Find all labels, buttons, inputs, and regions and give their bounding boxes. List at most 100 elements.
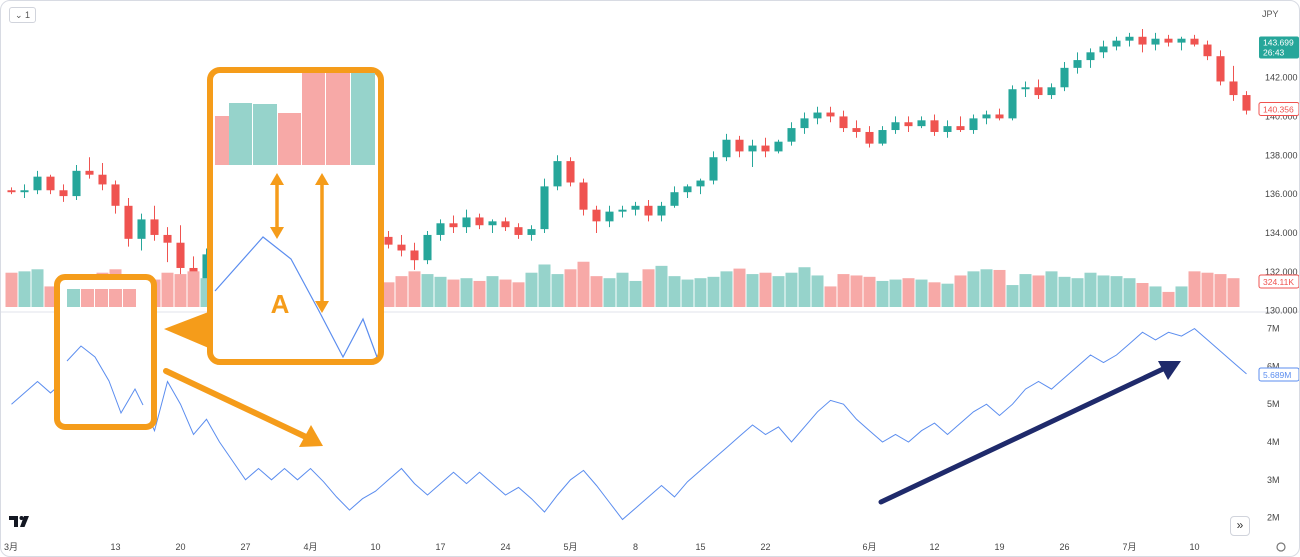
- volume-bar: [44, 286, 57, 307]
- downtrend-arrow: [163, 368, 309, 440]
- x-tick-label: 26: [1059, 542, 1069, 552]
- volume-bar: [564, 269, 577, 307]
- volume-bar: [1188, 271, 1201, 307]
- volume-bar: [499, 279, 512, 307]
- x-tick-label: 6月: [862, 542, 876, 552]
- volume-tag: [1258, 274, 1299, 289]
- zoom-volume-bar: [302, 73, 325, 166]
- candle-body: [618, 209, 627, 212]
- volume-bar: [889, 279, 902, 307]
- candle-body: [488, 221, 497, 226]
- candle-body: [943, 126, 952, 132]
- candle-body: [449, 223, 458, 228]
- candle-body: [59, 190, 68, 197]
- candle-body: [956, 126, 965, 131]
- candle-body: [527, 229, 536, 235]
- prev-price-tag: [1258, 102, 1299, 117]
- volume-bar: [863, 276, 876, 307]
- candle-body: [111, 184, 120, 206]
- volume-bar: [1032, 275, 1045, 307]
- candle-body: [774, 141, 783, 152]
- candle-body: [800, 118, 809, 129]
- annotations: A: [54, 67, 1181, 505]
- settings-icon[interactable]: [1276, 542, 1286, 552]
- candle-body: [20, 190, 29, 193]
- volume-bar: [707, 276, 720, 307]
- volume-bar: [1123, 278, 1136, 307]
- volume-bar: [798, 267, 811, 307]
- x-tick-label: 19: [994, 542, 1004, 552]
- volume-bar: [447, 279, 460, 307]
- candle-body: [644, 205, 653, 216]
- volume-bar: [850, 275, 863, 307]
- candle-body: [1229, 81, 1238, 96]
- candle-body: [657, 205, 666, 216]
- price-tick-label: 130.000: [1265, 306, 1298, 316]
- zoom-volume-bar: [278, 113, 301, 166]
- price-tick-label: 138.000: [1265, 150, 1298, 160]
- indicator-tick-label: 4M: [1267, 437, 1280, 447]
- candle-body: [787, 128, 796, 142]
- volume-bar: [486, 276, 499, 307]
- x-tick-label: 24: [500, 542, 510, 552]
- volume-bar: [746, 274, 759, 307]
- candle-body: [1138, 36, 1147, 45]
- volume-bar: [1006, 285, 1019, 307]
- candle-body: [1047, 87, 1056, 96]
- candle-body: [1203, 44, 1212, 57]
- volume-bar: [5, 272, 18, 307]
- x-tick-label: 15: [695, 542, 705, 552]
- volume-bar: [642, 269, 655, 307]
- volume-bar: [1149, 286, 1162, 307]
- candle-body: [540, 186, 549, 230]
- candle-body: [1190, 38, 1199, 45]
- uptrend-arrow-head: [1158, 361, 1181, 380]
- indicator-tick-label: 5M: [1267, 399, 1280, 409]
- candle-body: [98, 174, 107, 185]
- highlight-volume-bar: [67, 289, 80, 307]
- zoom-volume-bar: [229, 103, 252, 166]
- volume-bar: [460, 278, 473, 307]
- zoom-volume-bar: [215, 116, 233, 166]
- highlight-volume-bar: [95, 289, 108, 307]
- gap-arrow-small-head-top: [270, 173, 284, 185]
- candle-body: [722, 139, 731, 158]
- candle-body: [891, 122, 900, 131]
- indicator-tick-label: 6M: [1267, 361, 1280, 371]
- x-tick-label: 17: [435, 542, 445, 552]
- candle-body: [397, 244, 406, 251]
- candle-body: [1125, 36, 1134, 41]
- candle-body: [865, 131, 874, 144]
- candle-body: [475, 217, 484, 226]
- price-tick-label: 136.000: [1265, 189, 1298, 199]
- volume-bar: [590, 276, 603, 307]
- volume-bar: [733, 268, 746, 307]
- price-pane: [7, 29, 1251, 290]
- interval-badge[interactable]: ⌄ 1: [9, 7, 37, 23]
- volume-bar: [993, 269, 1006, 307]
- volume-bar: [655, 265, 668, 307]
- scroll-to-latest-button[interactable]: »: [1230, 516, 1250, 536]
- x-tick-label: 20: [175, 542, 185, 552]
- candle-body: [852, 128, 861, 132]
- x-tick-label: 8: [633, 542, 638, 552]
- volume-bar: [421, 274, 434, 307]
- candle-body: [579, 182, 588, 210]
- last-price-label: 143.699: [1263, 38, 1294, 48]
- candle-body: [1242, 95, 1251, 111]
- volume-bar: [928, 282, 941, 307]
- volume-bar: [1097, 275, 1110, 307]
- x-tick-label: 4月: [303, 542, 317, 552]
- volume-bar: [577, 261, 590, 307]
- candle-body: [410, 250, 419, 261]
- candle-body: [748, 145, 757, 152]
- candle-body: [995, 114, 1004, 119]
- candle-body: [1034, 87, 1043, 96]
- currency-label[interactable]: JPY: [1262, 9, 1279, 19]
- volume-bar: [1175, 286, 1188, 307]
- candle-body: [631, 205, 640, 210]
- candle-body: [1164, 38, 1173, 43]
- candle-body: [566, 161, 575, 183]
- candle-body: [696, 180, 705, 187]
